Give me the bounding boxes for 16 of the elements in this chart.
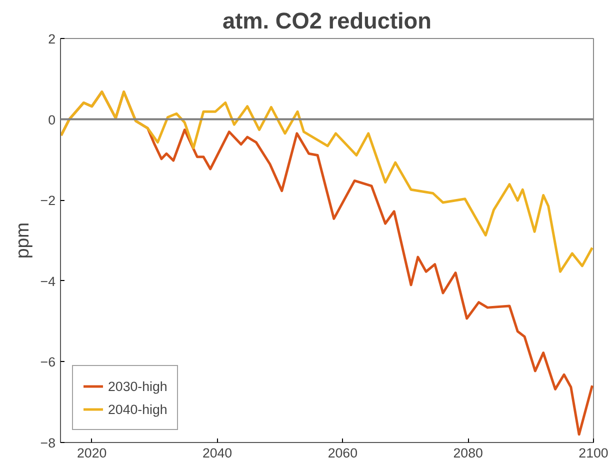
y-tick-label: −4 (40, 274, 56, 289)
x-tick-label: 2100 (578, 446, 608, 460)
line-series (60, 90, 594, 273)
y-tick-label: 2 (48, 32, 56, 46)
x-tick-label: 2040 (202, 446, 232, 460)
x-tick-label: 2060 (328, 446, 358, 460)
legend-label: 2030-high (108, 378, 168, 394)
y-tick-label: 0 (48, 112, 56, 128)
y-tick-label: −6 (40, 354, 56, 370)
y-axis-title: ppm (11, 222, 32, 259)
y-tick-label: −8 (40, 436, 56, 450)
chart-title: atm. CO2 reduction (222, 8, 432, 34)
y-tick-label: −2 (40, 193, 56, 208)
x-tick-label: 2080 (453, 446, 483, 460)
legend-label: 2040-high (108, 402, 168, 416)
x-tick-label: 2020 (77, 446, 107, 460)
